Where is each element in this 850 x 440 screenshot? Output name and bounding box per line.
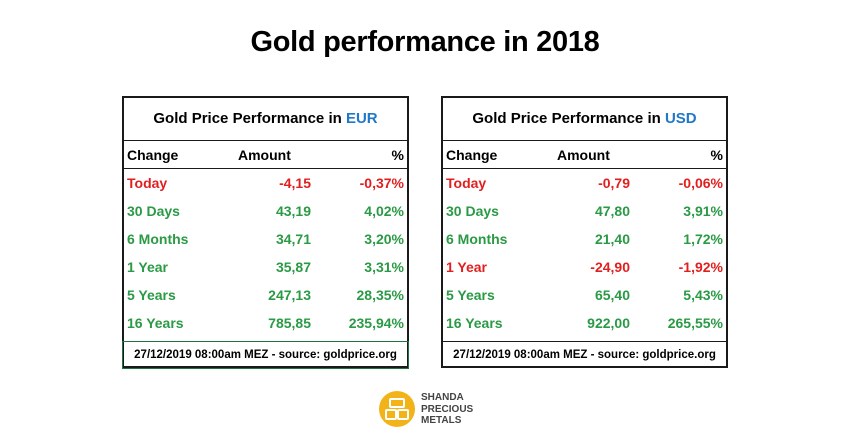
period-cell: 1 Year xyxy=(127,259,169,275)
percent-cell: 1,72% xyxy=(683,231,723,247)
column-header-change: Change xyxy=(124,141,216,169)
table-row: 30 Days 43,19 4,02% xyxy=(124,197,407,225)
period-cell: 30 Days xyxy=(446,203,499,219)
brand-line: METALS xyxy=(421,415,462,426)
column-header-amount: Amount xyxy=(216,141,314,169)
period-cell: 5 Years xyxy=(446,287,495,303)
percent-cell: 265,55% xyxy=(667,315,723,331)
page-title: Gold performance in 2018 xyxy=(250,26,600,58)
column-header-amount: Amount xyxy=(535,141,633,169)
table-title: Gold Price Performance in EUR xyxy=(124,98,407,141)
table-row: 16 Years 922,00 265,55% xyxy=(443,309,726,337)
table-title: Gold Price Performance in USD xyxy=(443,98,726,141)
period-cell: 1 Year xyxy=(446,259,488,275)
amount-cell: -24,90 xyxy=(590,259,630,275)
table-title-prefix: Gold Price Performance in xyxy=(472,110,661,127)
brand-line: PRECIOUS xyxy=(421,403,474,415)
table-row: 16 Years 785,85 235,94% xyxy=(124,309,407,337)
period-cell: 30 Days xyxy=(127,203,180,219)
percent-cell: 235,94% xyxy=(348,315,404,331)
performance-grid: Change Amount % Today -0,79 -0,06% 30 Da… xyxy=(443,141,726,337)
column-header-change: Change xyxy=(443,141,535,169)
brand-line: SHANDA xyxy=(421,392,464,403)
amount-cell: 922,00 xyxy=(587,315,630,331)
table-row: 5 Years 247,13 28,35% xyxy=(124,281,407,309)
source-footer: 27/12/2019 08:00am MEZ - source: goldpri… xyxy=(443,341,726,368)
header-row: Change Amount % xyxy=(443,141,726,169)
period-cell: Today xyxy=(127,175,168,191)
amount-cell: 43,19 xyxy=(275,203,311,219)
currency-label: EUR xyxy=(345,110,378,127)
table-title-prefix: Gold Price Performance in xyxy=(153,110,342,127)
percent-cell: 28,35% xyxy=(356,287,404,303)
header-row: Change Amount % xyxy=(124,141,407,169)
column-header-percent: % xyxy=(314,141,407,169)
period-cell: Today xyxy=(446,175,487,191)
table-row: 1 Year -24,90 -1,92% xyxy=(443,253,726,281)
amount-cell: -0,79 xyxy=(598,175,630,191)
gold-bars-icon xyxy=(379,391,415,427)
percent-cell: 4,02% xyxy=(364,203,404,219)
brand-name: SHANDA PRECIOUS METALS xyxy=(421,392,473,427)
column-header-percent: % xyxy=(633,141,726,169)
usd-performance-table: Gold Price Performance in USD Change Amo… xyxy=(441,96,728,368)
currency-label: USD xyxy=(664,110,697,127)
period-cell: 6 Months xyxy=(127,231,189,247)
table-row: Today -4,15 -0,37% xyxy=(124,169,407,198)
table-row: 1 Year 35,87 3,31% xyxy=(124,253,407,281)
table-row: Today -0,79 -0,06% xyxy=(443,169,726,198)
period-cell: 16 Years xyxy=(127,315,184,331)
table-row: 6 Months 34,71 3,20% xyxy=(124,225,407,253)
table-row: 5 Years 65,40 5,43% xyxy=(443,281,726,309)
percent-cell: 3,91% xyxy=(683,203,723,219)
percent-cell: -0,37% xyxy=(359,175,404,191)
amount-cell: 35,87 xyxy=(275,259,311,275)
amount-cell: 785,85 xyxy=(268,315,311,331)
table-row: 6 Months 21,40 1,72% xyxy=(443,225,726,253)
amount-cell: 247,13 xyxy=(268,287,311,303)
percent-cell: -1,92% xyxy=(678,259,723,275)
period-cell: 5 Years xyxy=(127,287,176,303)
percent-cell: 5,43% xyxy=(683,287,723,303)
amount-cell: 47,80 xyxy=(594,203,630,219)
amount-cell: 21,40 xyxy=(594,231,630,247)
eur-performance-table: Gold Price Performance in EUR Change Amo… xyxy=(122,96,409,369)
source-footer[interactable]: 27/12/2019 08:00am MEZ - source: goldpri… xyxy=(122,341,409,369)
percent-cell: 3,31% xyxy=(364,259,404,275)
amount-cell: 34,71 xyxy=(275,231,311,247)
period-cell: 6 Months xyxy=(446,231,508,247)
performance-grid: Change Amount % Today -4,15 -0,37% 30 Da… xyxy=(124,141,407,337)
table-row: 30 Days 47,80 3,91% xyxy=(443,197,726,225)
amount-cell: 65,40 xyxy=(594,287,630,303)
amount-cell: -4,15 xyxy=(279,175,311,191)
percent-cell: 3,20% xyxy=(364,231,404,247)
percent-cell: -0,06% xyxy=(678,175,723,191)
period-cell: 16 Years xyxy=(446,315,503,331)
